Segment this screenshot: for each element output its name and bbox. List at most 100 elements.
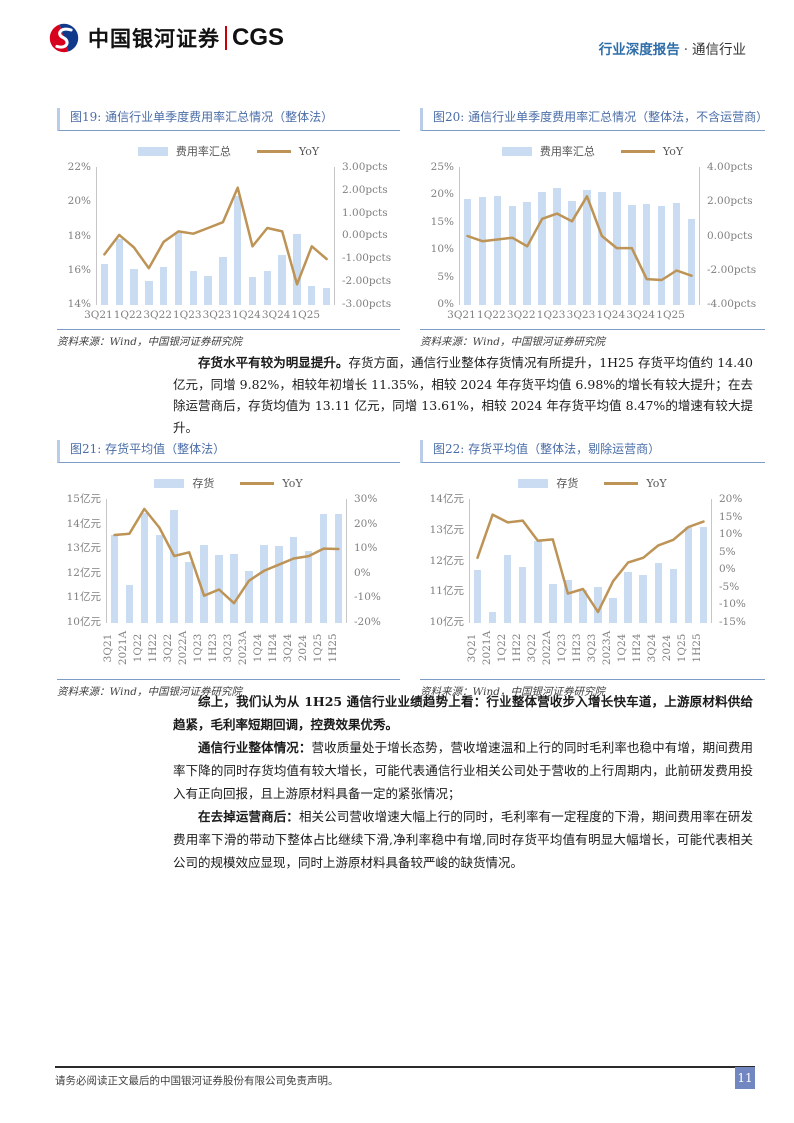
- axis-tick-label: -10%: [354, 591, 381, 604]
- axis-tick-label: 1H25: [691, 633, 704, 663]
- right-axis-ticks: 20% 15% 10% 5% 0% -5% -10% -15%: [712, 494, 765, 628]
- legend-line-label: YoY: [282, 476, 303, 490]
- figure-22-legend: 存货 YoY: [420, 475, 765, 491]
- yoy-line: [466, 195, 693, 282]
- bar-2021A: [125, 584, 134, 623]
- axis-tick-label: 20%: [67, 195, 91, 208]
- axis-tick-label: 1Q25: [311, 633, 324, 663]
- bar-1Q22: [503, 554, 512, 623]
- axis-tick-label: 3Q21: [447, 309, 476, 321]
- summary-paragraph-3: 在去掉运营商后：相关公司营收增速大幅上行的同时，毛利率有一定程度的下滑，期间费用…: [173, 809, 753, 870]
- axis-tick-label: 0.00pcts: [342, 229, 388, 242]
- bar-4Q21: [115, 239, 123, 305]
- figure-20-card: 图20: 通信行业单季度费用率汇总情况（整体法，不含运营商） 费用率汇总 YoY…: [420, 108, 768, 349]
- bar-1Q22: [140, 512, 149, 623]
- bar-3Q21: [473, 570, 482, 623]
- industry-label: 通信行业: [692, 42, 746, 58]
- bar-3Q23: [230, 553, 238, 623]
- axis-tick-label: 3Q24: [281, 633, 294, 663]
- bar-4Q21: [478, 197, 487, 305]
- bar-1H23: [579, 590, 587, 623]
- figure-19-source: 资料来源：Wind，中国银河证券研究院: [57, 329, 400, 349]
- bar-1H22: [518, 567, 527, 623]
- bar-1H24: [639, 574, 647, 623]
- axis-tick-label: 1Q23: [555, 633, 568, 663]
- bar-2Q23: [568, 201, 576, 305]
- axis-tick-label: 12亿元: [66, 566, 101, 579]
- axis-tick-label: 3Q21: [102, 633, 115, 663]
- axis-tick-label: 10%: [719, 528, 743, 541]
- bar-2024: [304, 551, 313, 623]
- bar-1Q24: [260, 544, 268, 623]
- bar-2021A: [488, 612, 497, 623]
- axis-tick-label: 3.00pcts: [342, 161, 388, 173]
- figure-20-source: 资料来源：Wind，中国银河证券研究院: [420, 329, 765, 349]
- bar-1H24: [275, 546, 283, 623]
- axis-tick-label: 2024: [296, 634, 309, 662]
- axis-tick-label: 1Q24: [232, 309, 261, 321]
- summary-paragraph-2: 通信行业整体情况：营收质量处于增长态势，营收增速温和上行的同时毛利率也稳中有增，…: [173, 740, 753, 801]
- bar-4Q24: [293, 234, 301, 305]
- axis-tick-label: 3Q23: [202, 309, 232, 321]
- bar-1H22: [155, 534, 164, 623]
- summary-paragraph-1: 综上，我们认为从 1H25 通信行业业绩趋势上看：行业整体营收步入增长快车道，上…: [173, 694, 753, 732]
- figure-21-legend: 存货 YoY: [57, 475, 400, 491]
- axis-tick-label: 2.00pcts: [342, 183, 388, 196]
- axis-tick-label: 15%: [430, 215, 454, 228]
- chart-plot: [96, 167, 335, 305]
- axis-tick-label: 1Q25: [676, 633, 689, 663]
- legend-line-label: YoY: [646, 476, 667, 490]
- figure-22-title: 图22: 存货平均值（整体法，剔除运营商）: [420, 440, 765, 463]
- axis-tick-label: 3Q24: [261, 309, 291, 321]
- axis-tick-label: 1Q22: [495, 633, 508, 663]
- right-axis-ticks: 30% 20% 10% 0% -10% -20%: [347, 494, 400, 628]
- axis-tick-label: 3Q22: [525, 633, 538, 663]
- axis-tick-label: 1Q23: [172, 309, 202, 321]
- legend-line-swatch: [256, 149, 291, 153]
- axis-tick-label: 1Q22: [477, 309, 506, 321]
- left-axis-ticks: 22% 20% 18% 16% 14%: [57, 162, 96, 310]
- bar-1Q22: [130, 268, 138, 305]
- axis-tick-label: 1Q22: [132, 633, 145, 663]
- bar-3Q23: [594, 587, 602, 623]
- axis-tick-label: 14亿元: [429, 493, 464, 505]
- bar-1Q25: [672, 203, 681, 305]
- axis-tick-label: 2022A: [177, 630, 190, 666]
- axis-tick-label: 2023A: [601, 630, 614, 666]
- axis-tick-label: 16%: [67, 263, 91, 276]
- axis-tick-label: 14亿元: [66, 517, 101, 530]
- axis-tick-label: 10亿元: [66, 615, 101, 628]
- axis-tick-label: 15%: [719, 510, 743, 523]
- axis-tick-label: 1H22: [510, 633, 523, 663]
- axis-tick-label: 1H24: [266, 633, 279, 663]
- yoy-line: [103, 186, 328, 286]
- axis-tick-label: -3.00pcts: [342, 297, 392, 310]
- axis-tick-label: 3Q22: [143, 309, 172, 321]
- figure-19-card: 图19: 通信行业单季度费用率汇总情况（整体法） 费用率汇总 YoY 22% 20…: [57, 108, 400, 349]
- left-axis-ticks: 14亿元 13亿元 12亿元 11亿元 10亿元: [420, 494, 469, 628]
- figure-19-legend: 费用率汇总 YoY: [57, 143, 400, 159]
- bar-4Q23: [598, 192, 606, 305]
- axis-tick-label: 10亿元: [429, 616, 464, 628]
- axis-tick-label: -2.00pcts: [707, 263, 757, 276]
- paragraph-body: 存货方面，通信行业整体存货情况有所提升，1H25 存货平均值约 14.40 亿元…: [173, 355, 753, 435]
- axis-tick-label: 10%: [354, 542, 378, 555]
- bar-3Q21: [100, 263, 109, 305]
- right-axis-ticks: 4.00pcts 2.00pcts 0.00pcts -2.00pcts -4.00pc…: [700, 162, 765, 310]
- figure-22-card: 图22: 存货平均值（整体法，剔除运营商） 存货 YoY 14亿元 13亿元 12亿…: [420, 440, 765, 699]
- bar-2Q24: [263, 270, 272, 305]
- axis-tick-label: 2022A: [540, 630, 553, 666]
- bar-3Q23: [583, 190, 591, 305]
- bar-1H25: [699, 526, 708, 623]
- bar-2Q25: [687, 218, 696, 305]
- axis-tick-label: 1H25: [326, 633, 339, 663]
- axis-tick-label: 0%: [437, 297, 454, 310]
- bar-1Q23: [200, 544, 208, 623]
- axis-tick-label: 22%: [67, 161, 91, 173]
- axis-tick-label: 5%: [719, 545, 736, 558]
- axis-tick-label: 1Q24: [616, 633, 629, 663]
- bar-4Q23: [234, 196, 242, 305]
- axis-tick-label: 1.00pcts: [342, 206, 388, 219]
- axis-tick-label: 20%: [719, 493, 743, 505]
- figure-19-title: 图19: 通信行业单季度费用率汇总情况（整体法）: [57, 108, 400, 131]
